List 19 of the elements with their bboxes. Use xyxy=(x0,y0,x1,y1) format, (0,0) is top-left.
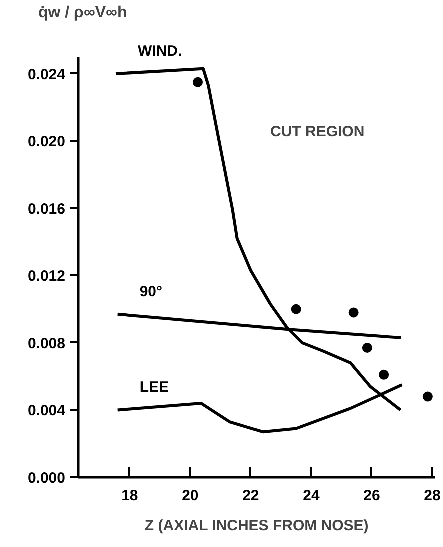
series-label: 90° xyxy=(140,283,163,300)
x-tick-label: 28 xyxy=(424,488,441,504)
y-tick-label: 0.004 xyxy=(28,402,66,420)
y-tick-label: 0.000 xyxy=(28,470,66,487)
y-axis-title: q̇w / ρ∞V∞h xyxy=(38,4,128,22)
x-tick-label: 24 xyxy=(303,488,320,504)
series-label: LEE xyxy=(140,379,170,396)
y-tick-label: 0.016 xyxy=(28,200,66,218)
annotation: CUT REGION xyxy=(270,124,365,140)
x-tick-label: 18 xyxy=(122,488,138,504)
series-label: WIND. xyxy=(138,42,182,60)
y-tick-label: 0.008 xyxy=(28,335,66,352)
y-tick-label: 0.024 xyxy=(28,66,66,84)
x-tick-label: 20 xyxy=(182,488,199,504)
x-tick-label: 26 xyxy=(364,488,380,504)
x-tick-label: 22 xyxy=(242,488,260,504)
x-axis-title: Z (AXIAL INCHES FROM NOSE) xyxy=(144,518,369,534)
y-tick-label: 0.012 xyxy=(28,268,66,286)
y-tick-label: 0.020 xyxy=(28,134,66,151)
